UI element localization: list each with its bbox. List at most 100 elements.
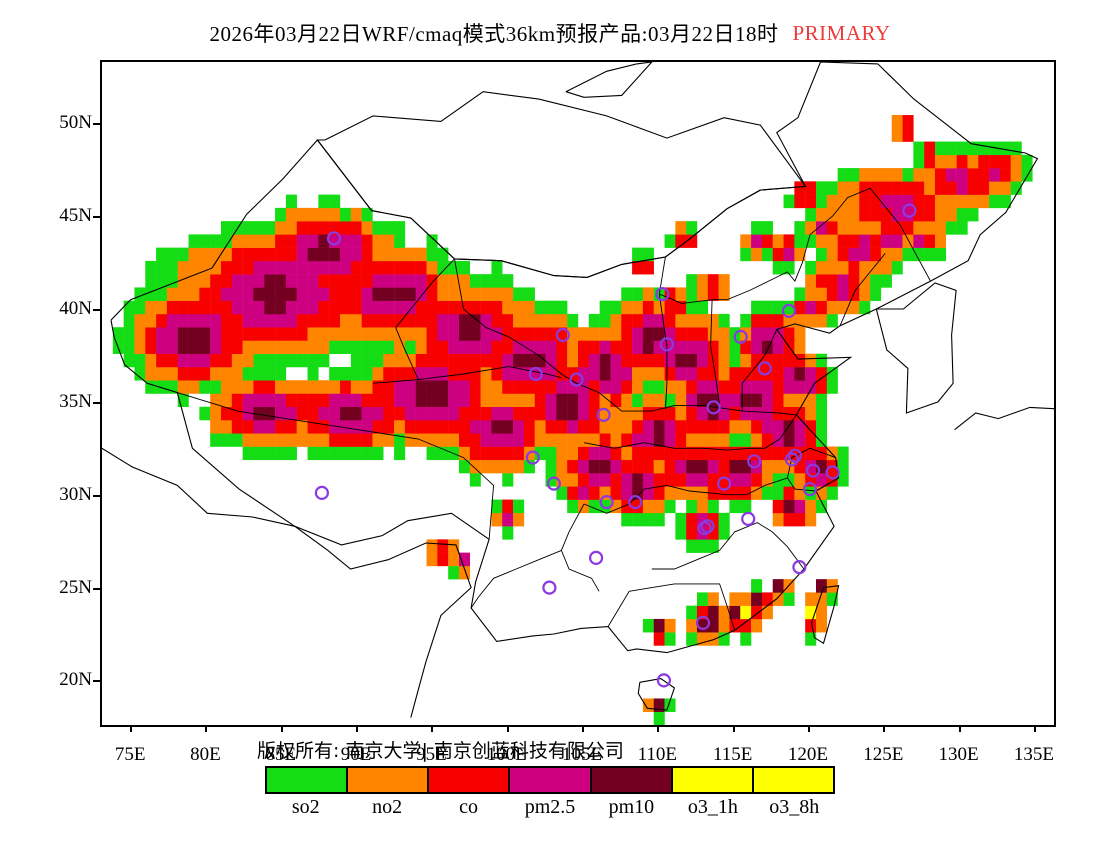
grid-cell-pm2-5 [437, 327, 449, 341]
grid-cell-pm2-5 [664, 420, 676, 434]
station-marker[interactable] [528, 366, 543, 382]
grid-cell-co [448, 420, 460, 434]
station-marker[interactable] [741, 511, 756, 526]
grid-cell-no2 [307, 340, 319, 354]
grid-cell-co [772, 366, 784, 381]
station-marker[interactable] [902, 203, 917, 218]
grid-cell-co [740, 446, 752, 461]
grid-cell-co [729, 406, 741, 421]
grid-cell-no2 [275, 433, 287, 447]
station-marker[interactable] [733, 329, 748, 344]
grid-cell-no2 [718, 433, 730, 447]
grid-cell-pm2-5 [404, 300, 416, 315]
grid-cell-co [469, 393, 481, 408]
grid-cell-co [502, 380, 514, 394]
station-marker[interactable] [700, 519, 715, 534]
station-marker[interactable] [695, 615, 711, 631]
grid-cell-so2 [134, 366, 146, 381]
station-marker[interactable] [596, 407, 611, 422]
grid-cell-pm2-5 [329, 420, 341, 434]
grid-cell-pm2-5 [221, 287, 233, 301]
grid-cell-no2 [675, 406, 687, 421]
grid-cell-no2 [599, 327, 611, 341]
grid-cell-no2 [534, 313, 546, 328]
grid-cell-pm10 [253, 287, 265, 301]
map-boundary-line [607, 583, 736, 631]
grid-cell-pm10 [556, 393, 568, 408]
station-marker[interactable] [589, 550, 604, 565]
grid-cell-no2 [221, 393, 233, 408]
grid-cell-co [707, 287, 719, 301]
grid-cell-co [642, 459, 654, 474]
grid-cell-pm2-5 [956, 168, 968, 182]
grid-cell-so2 [361, 366, 373, 381]
station-marker[interactable] [781, 303, 797, 318]
legend-swatch-o3-1h[interactable] [672, 768, 754, 792]
grid-cell-no2 [480, 287, 492, 301]
station-marker[interactable] [326, 231, 342, 246]
grid-cell-co [480, 353, 492, 368]
legend-swatch-o3-8h[interactable] [753, 768, 833, 792]
grid-cell-no2 [826, 194, 838, 209]
station-marker[interactable] [706, 400, 721, 415]
grid-cell-so2 [902, 247, 914, 262]
grid-cell-co [794, 194, 806, 209]
station-marker[interactable] [628, 495, 643, 510]
grid-cell-co [686, 327, 698, 341]
grid-cell-no2 [653, 459, 665, 474]
station-marker[interactable] [757, 361, 772, 376]
grid-cell-co [848, 234, 860, 248]
legend-swatch-pm2-5[interactable] [510, 768, 592, 792]
grid-cell-pm10 [761, 340, 773, 354]
station-marker[interactable] [787, 448, 803, 463]
grid-cell-co [253, 327, 265, 341]
grid-cell-no2 [718, 287, 730, 301]
station-marker[interactable] [716, 476, 732, 491]
grid-cell-no2 [729, 420, 741, 434]
map-boundary-line [470, 549, 562, 609]
station-marker[interactable] [546, 476, 561, 491]
grid-cell-co [772, 313, 784, 328]
legend-swatch-so2[interactable] [267, 768, 349, 792]
station-marker[interactable] [805, 463, 821, 478]
grid-cell-no2 [621, 446, 633, 461]
station-marker[interactable] [747, 454, 762, 469]
grid-cell-pm2-5 [340, 247, 352, 262]
grid-cell-so2 [675, 526, 687, 540]
grid-cell-pm2-5 [523, 340, 535, 354]
station-marker[interactable] [555, 327, 570, 343]
station-marker[interactable] [659, 337, 675, 352]
station-marker[interactable] [655, 287, 670, 302]
grid-cell-pm2-5 [751, 234, 763, 248]
station-marker[interactable] [792, 560, 807, 575]
legend-swatch-co[interactable] [429, 768, 511, 792]
grid-cell-pm2-5 [253, 260, 265, 275]
station-marker[interactable] [802, 482, 818, 497]
grid-cell-co [318, 300, 330, 315]
grid-cell-so2 [556, 300, 568, 315]
grid-cell-pm2-5 [329, 260, 341, 275]
station-marker[interactable] [569, 372, 584, 387]
grid-cell-co [469, 433, 481, 447]
grid-cell-no2 [610, 313, 622, 328]
grid-cell-pm2-5 [707, 459, 719, 474]
legend-swatch-no2[interactable] [348, 768, 430, 792]
grid-cell-pm2-5 [902, 207, 914, 222]
station-marker[interactable] [314, 485, 329, 500]
station-marker[interactable] [784, 452, 800, 467]
grid-cell-no2 [599, 393, 611, 408]
grid-cell-co [513, 380, 525, 394]
station-marker[interactable] [525, 450, 540, 465]
grid-cell-co [783, 234, 795, 248]
grid-cell-pm10 [697, 393, 709, 408]
grid-cell-pm2-5 [404, 406, 416, 421]
station-marker[interactable] [542, 580, 557, 595]
grid-cell-pm2-5 [534, 340, 546, 354]
station-marker[interactable] [656, 673, 672, 688]
legend-swatch-pm10[interactable] [591, 768, 673, 792]
grid-cell-co [772, 353, 784, 368]
station-marker[interactable] [825, 465, 840, 480]
grid-cell-pm2-5 [394, 300, 406, 315]
grid-cell-so2 [329, 366, 341, 381]
station-marker[interactable] [599, 495, 614, 510]
